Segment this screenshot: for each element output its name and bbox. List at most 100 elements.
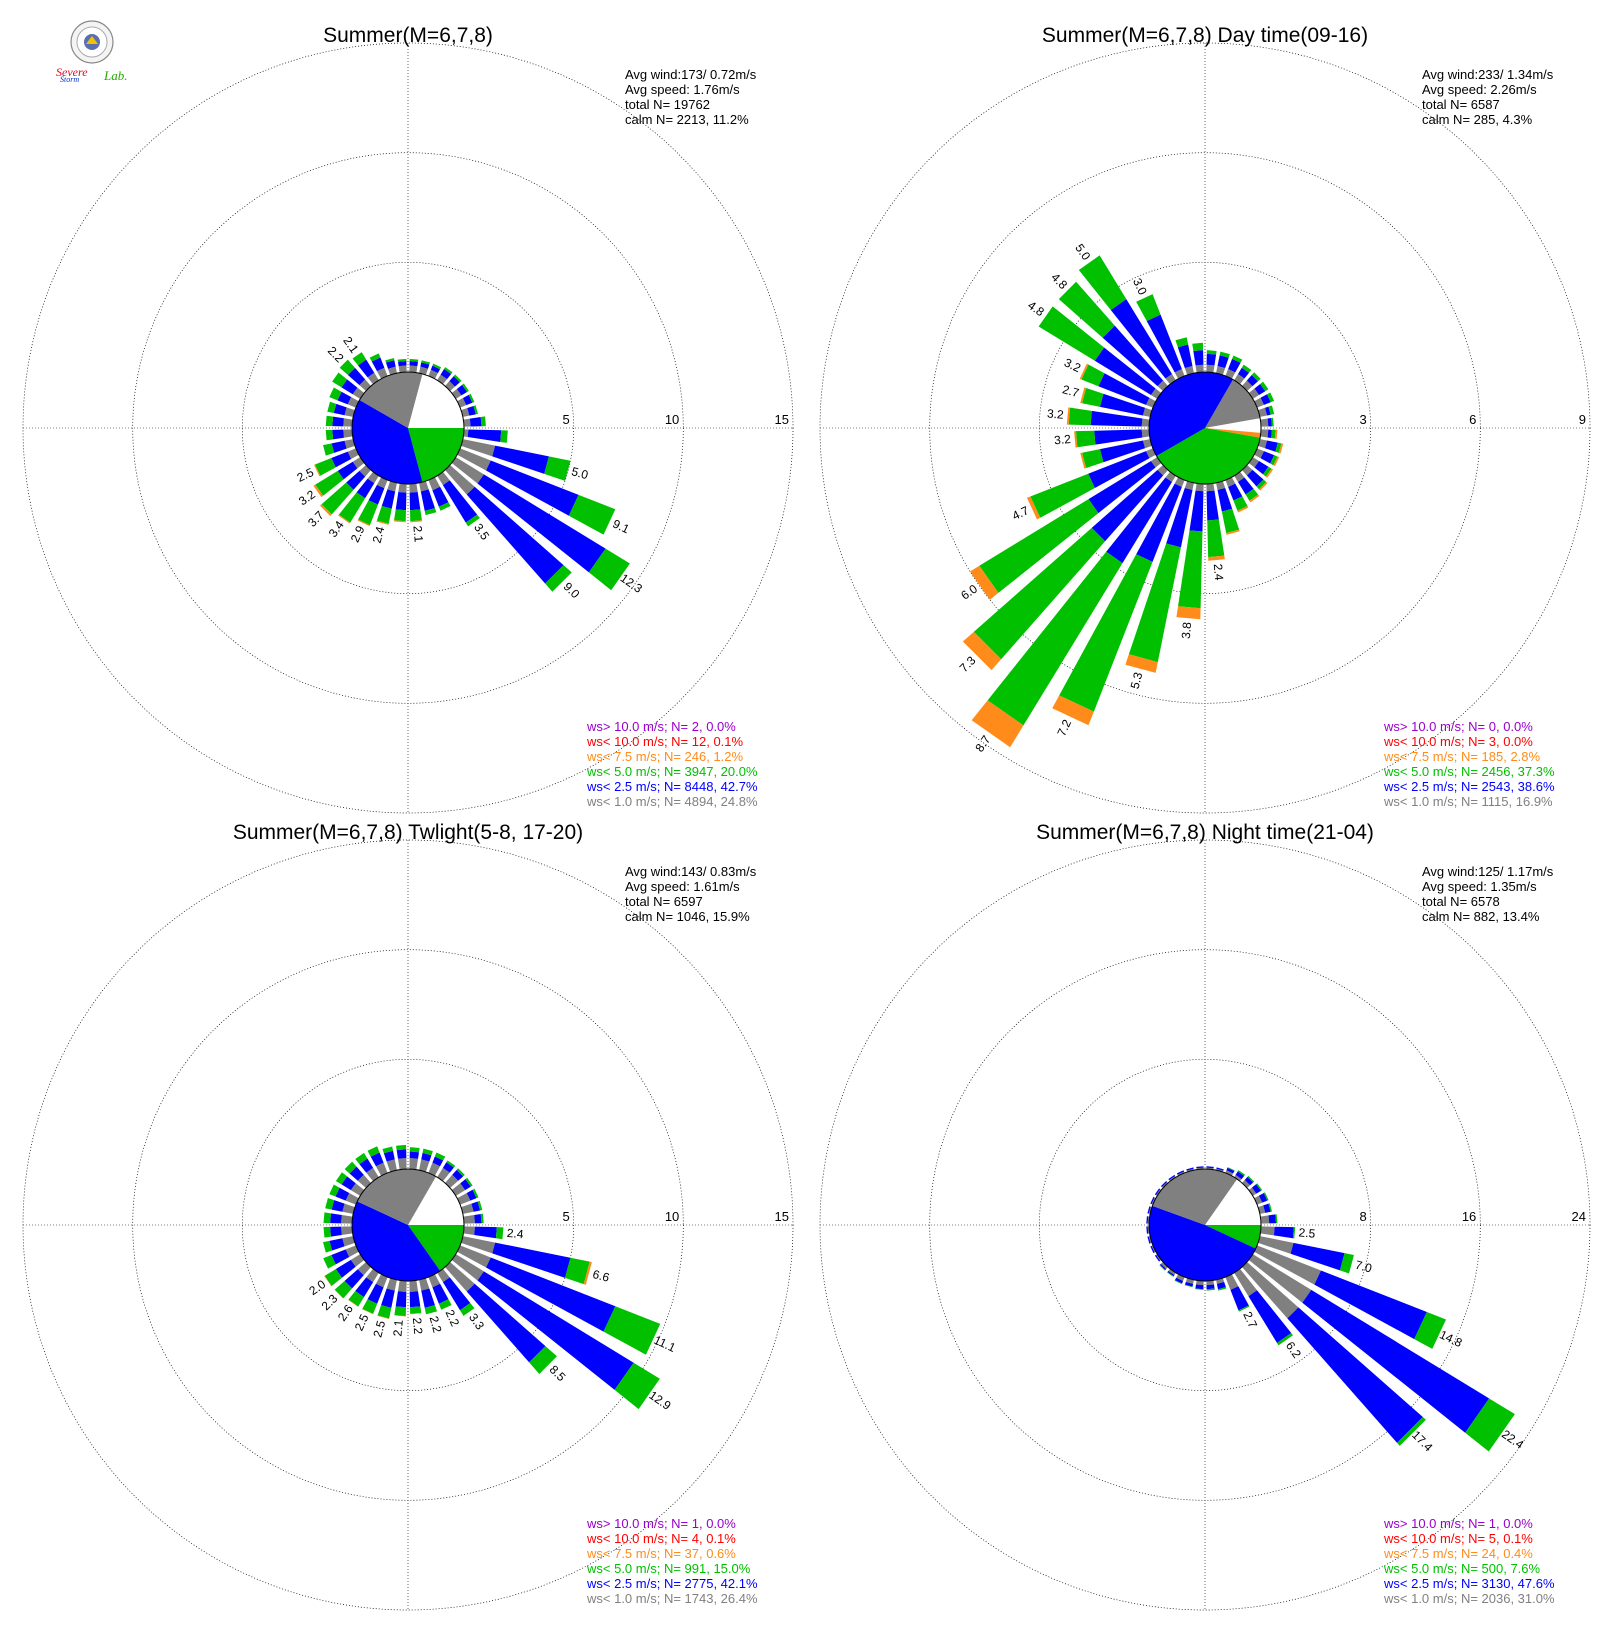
bar-segment bbox=[440, 368, 452, 380]
bar-segment bbox=[466, 1189, 477, 1201]
bar-segment bbox=[1254, 1245, 1321, 1285]
bar-segment bbox=[1159, 1264, 1166, 1271]
bar-segment bbox=[456, 384, 468, 396]
legend-entry: ws> 10.0 m/s; N= 1, 0.0% bbox=[586, 1516, 736, 1531]
panel-title: Summer(M=6,7,8) bbox=[323, 24, 493, 47]
bar-segment bbox=[1397, 1417, 1426, 1446]
bar-segment bbox=[1094, 347, 1156, 396]
direction-bar bbox=[1242, 1175, 1255, 1188]
bar-segment bbox=[1254, 460, 1269, 475]
bar-segment bbox=[319, 504, 332, 517]
direction-bar: 2.2 bbox=[419, 1278, 445, 1335]
bar-segment bbox=[315, 470, 344, 496]
bar-segment bbox=[398, 365, 407, 373]
bar-segment bbox=[420, 489, 435, 511]
bar-segment bbox=[428, 1274, 441, 1288]
bar-segment bbox=[1088, 451, 1150, 489]
bar-segment bbox=[1275, 442, 1282, 453]
bar-segment bbox=[1256, 1183, 1263, 1191]
bar-segment bbox=[438, 502, 451, 511]
bar-segment bbox=[1221, 508, 1240, 534]
direction-bar bbox=[1160, 1180, 1168, 1188]
bar-segment bbox=[1227, 1167, 1235, 1172]
bar-segment bbox=[442, 1277, 471, 1311]
direction-bar bbox=[1225, 1167, 1235, 1176]
direction-bar bbox=[1260, 1214, 1278, 1224]
direction-bar bbox=[355, 1152, 379, 1182]
bar-segment bbox=[397, 1158, 407, 1170]
bar-segment bbox=[397, 358, 407, 362]
calm-pie-slice bbox=[1152, 1169, 1238, 1225]
bar-value-label: 3.2 bbox=[1054, 432, 1072, 447]
bar-segment bbox=[471, 1201, 481, 1212]
bar-value-label: 3.7 bbox=[305, 508, 327, 530]
direction-bar bbox=[1175, 337, 1194, 375]
bar-segment bbox=[376, 506, 392, 524]
bar-segment bbox=[366, 1268, 379, 1283]
bar-segment bbox=[1268, 1203, 1272, 1212]
bar-segment bbox=[1195, 364, 1204, 373]
ring-label: 5 bbox=[562, 1209, 569, 1224]
ring-label: 9 bbox=[1579, 412, 1586, 427]
bar-segment bbox=[329, 387, 342, 401]
direction-bar bbox=[1234, 1170, 1246, 1182]
bar-segment bbox=[1260, 451, 1275, 464]
bar-segment bbox=[465, 1177, 473, 1187]
legend-entry: ws< 1.0 m/s; N= 4894, 24.8% bbox=[586, 794, 758, 809]
bar-segment bbox=[432, 363, 442, 370]
bar-segment bbox=[409, 361, 419, 367]
bar-segment bbox=[461, 1236, 496, 1254]
direction-bar bbox=[1260, 417, 1274, 427]
bar-segment bbox=[341, 1176, 356, 1191]
bar-segment bbox=[1216, 1281, 1226, 1290]
bar-value-label: 3.2 bbox=[1062, 355, 1083, 375]
bar-value-label: 3.2 bbox=[296, 487, 318, 508]
bar-segment bbox=[313, 484, 324, 498]
bar-segment bbox=[445, 1174, 459, 1188]
direction-bar bbox=[1248, 1183, 1263, 1196]
direction-bar bbox=[325, 1198, 355, 1214]
bar-segment bbox=[421, 360, 431, 365]
direction-bar bbox=[1206, 1280, 1215, 1291]
bar-segment bbox=[477, 1271, 634, 1390]
bar-segment bbox=[345, 1245, 359, 1258]
direction-bar bbox=[445, 1168, 465, 1188]
calm-pie-slice bbox=[1148, 371, 1233, 456]
bar-value-label: 3.3 bbox=[466, 1311, 487, 1333]
bar-segment bbox=[410, 520, 423, 523]
bar-segment bbox=[1260, 394, 1271, 405]
bar-segment bbox=[545, 565, 572, 592]
bar-value-label: 2.3 bbox=[319, 1291, 341, 1313]
bar-segment bbox=[1258, 439, 1268, 449]
stat-line: Avg wind:125/ 1.17m/s bbox=[1422, 864, 1554, 879]
bar-segment bbox=[1256, 479, 1267, 490]
direction-bar: 6.0 bbox=[958, 457, 1162, 603]
bar-segment bbox=[323, 443, 335, 456]
stat-line: calm N= 2213, 11.2% bbox=[625, 112, 749, 127]
direction-bar: 2.1 bbox=[409, 483, 426, 543]
bar-segment bbox=[1260, 381, 1269, 392]
bar-value-label: 3.5 bbox=[471, 521, 492, 543]
bar-segment bbox=[331, 1249, 350, 1265]
stat-line: Avg speed: 2.26m/s bbox=[1422, 82, 1537, 97]
bar-value-label: 2.1 bbox=[410, 525, 425, 543]
bar-segment bbox=[1075, 430, 1096, 448]
bar-segment bbox=[529, 1346, 557, 1374]
bar-segment bbox=[1146, 1216, 1149, 1224]
bar-segment bbox=[352, 387, 365, 399]
direction-bar bbox=[1080, 439, 1152, 469]
bar-segment bbox=[1265, 468, 1274, 478]
bar-segment bbox=[1177, 344, 1193, 368]
bar-segment bbox=[1146, 314, 1182, 373]
direction-bar bbox=[1167, 1268, 1176, 1277]
bar-segment bbox=[358, 359, 375, 378]
bar-segment bbox=[979, 499, 1099, 593]
bar-segment bbox=[1206, 353, 1217, 366]
ring-label: 15 bbox=[775, 412, 789, 427]
direction-bar bbox=[1168, 1174, 1176, 1182]
bar-segment bbox=[477, 474, 606, 573]
bar-segment bbox=[1178, 530, 1203, 609]
bar-segment bbox=[1110, 299, 1173, 379]
bar-segment bbox=[377, 1305, 392, 1319]
bar-segment bbox=[453, 374, 462, 383]
